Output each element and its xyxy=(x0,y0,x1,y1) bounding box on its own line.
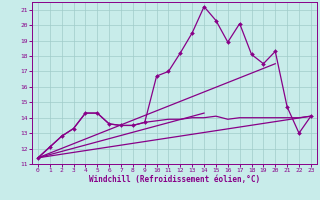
X-axis label: Windchill (Refroidissement éolien,°C): Windchill (Refroidissement éolien,°C) xyxy=(89,175,260,184)
